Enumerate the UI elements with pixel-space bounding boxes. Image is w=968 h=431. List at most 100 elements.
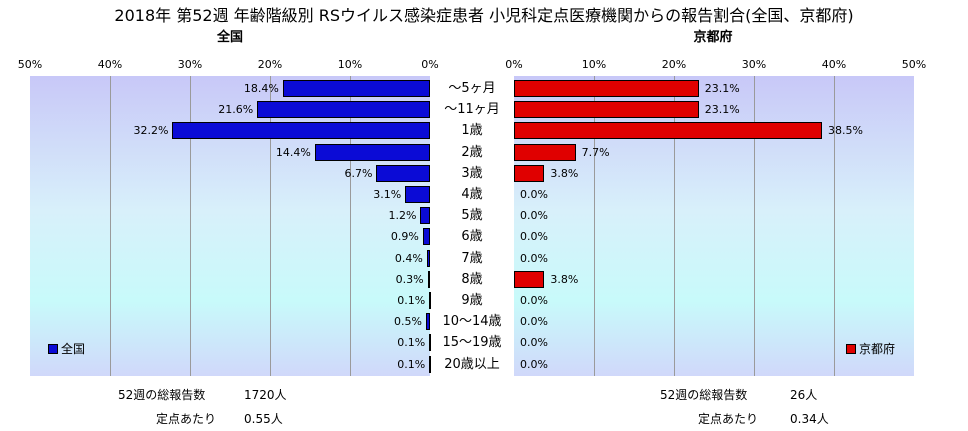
national-bar — [428, 292, 431, 309]
national-legend: 全国 — [48, 340, 85, 357]
national-value-label: 0.1% — [397, 294, 426, 307]
national-gridline — [350, 76, 351, 376]
national-plot-area: 18.4% 21.6% 32.2% 14.4% 6.7% 3.1% 1.2% 0.9% 0.4%… — [30, 76, 431, 376]
national-value-label: 14.4% — [275, 145, 311, 159]
national-value-label: 6.7% — [344, 166, 373, 180]
kyoto-legend-swatch — [846, 343, 856, 354]
national-bar — [428, 334, 431, 352]
kyoto-gridline — [594, 76, 595, 376]
national-bar — [257, 101, 430, 119]
age-category-label: 5歳 — [461, 208, 483, 224]
national-value-label: 18.4% — [243, 82, 279, 95]
national-value-label: 0.5% — [394, 315, 422, 329]
national-gridline — [110, 76, 111, 376]
kyoto-value-label: 23.1% — [704, 82, 740, 95]
national-bar — [426, 313, 430, 331]
age-category-label: 9歳 — [461, 293, 483, 308]
kyoto-x-tick: 10% — [581, 58, 607, 71]
national-x-tick: 0% — [421, 58, 439, 71]
kyoto-x-tick: 50% — [901, 58, 927, 71]
kyoto-total-value: 26人 — [790, 388, 818, 402]
age-category-label: 4歳 — [461, 187, 483, 202]
kyoto-value-label: 0.0% — [520, 336, 548, 350]
national-x-tick: 50% — [17, 58, 43, 71]
national-bar — [282, 80, 430, 97]
national-bar — [420, 207, 430, 225]
national-bar — [405, 186, 430, 203]
national-panel-title: 全国 — [216, 30, 243, 45]
national-bar — [427, 270, 430, 288]
kyoto-panel-title: 京都府 — [693, 30, 733, 45]
age-category-label: 7歳 — [461, 250, 483, 266]
age-category-label: 1歳 — [461, 123, 483, 139]
national-value-label: 0.4% — [394, 251, 423, 265]
kyoto-x-tick: 40% — [821, 58, 847, 71]
national-value-label: 0.1% — [397, 336, 426, 350]
age-category-label: 15～19歳 — [442, 335, 502, 351]
kyoto-value-label: 0.0% — [520, 209, 548, 223]
age-category-label: 3歳 — [461, 165, 483, 181]
kyoto-per-site-value: 0.34人 — [790, 412, 829, 426]
national-value-label: 32.2% — [133, 124, 169, 138]
national-value-label: 1.2% — [388, 209, 417, 223]
national-total-label: 52週の総報告数 — [118, 388, 206, 402]
kyoto-gridline — [674, 76, 675, 376]
national-gridline — [270, 76, 271, 376]
age-category-label: ～5ヶ月 — [448, 81, 496, 96]
national-value-label: 0.3% — [395, 272, 424, 286]
kyoto-legend-label: 京都府 — [859, 342, 896, 356]
kyoto-value-label: 0.0% — [520, 251, 548, 265]
national-gridline — [190, 76, 191, 376]
kyoto-value-label: 0.0% — [520, 188, 548, 201]
kyoto-x-tick: 30% — [741, 58, 767, 71]
kyoto-x-tick: 0% — [505, 58, 523, 71]
national-x-tick: 20% — [257, 58, 283, 71]
national-bar — [422, 228, 430, 246]
kyoto-bar — [514, 164, 545, 182]
national-value-label: 3.1% — [373, 188, 402, 201]
kyoto-value-label: 0.0% — [520, 357, 548, 371]
national-x-tick: 30% — [177, 58, 203, 71]
kyoto-value-label: 23.1% — [704, 103, 740, 117]
national-legend-label: 全国 — [61, 342, 86, 356]
kyoto-bar — [514, 122, 822, 140]
national-bar — [426, 249, 430, 267]
national-bar — [428, 355, 431, 373]
kyoto-bar — [514, 101, 699, 119]
kyoto-bar — [514, 143, 576, 161]
kyoto-value-label: 3.8% — [550, 166, 579, 180]
kyoto-value-label: 3.8% — [550, 272, 579, 286]
kyoto-plot-area: 23.1% 23.1% 38.5% 7.7% 3.8% 0.0% 0.0% 0.0% 0.0% 3… — [514, 76, 914, 376]
kyoto-bar — [514, 270, 545, 288]
age-category-label: 8歳 — [461, 271, 483, 287]
national-total-value: 1720人 — [244, 388, 287, 402]
kyoto-per-site-label: 定点あたり — [698, 412, 759, 426]
kyoto-value-label: 0.0% — [520, 294, 548, 307]
kyoto-total-label: 52週の総報告数 — [660, 388, 748, 402]
kyoto-value-label: 7.7% — [581, 145, 610, 159]
national-x-tick: 40% — [97, 58, 123, 71]
national-bar — [172, 122, 430, 140]
chart-title: 2018年 第52週 年齢階級別 RSウイルス感染症患者 小児科定点医療機関から… — [114, 6, 854, 25]
age-category-label: ～11ヶ月 — [444, 102, 500, 118]
national-value-label: 0.1% — [397, 357, 426, 371]
kyoto-legend: 京都府 — [846, 340, 895, 357]
age-category-label: 20歳以上 — [444, 356, 500, 372]
kyoto-value-label: 0.0% — [520, 315, 548, 329]
age-category-label: 10～14歳 — [442, 314, 502, 330]
national-bar — [376, 164, 430, 182]
national-per-site-label: 定点あたり — [156, 412, 217, 426]
national-legend-swatch — [48, 343, 58, 354]
national-x-tick: 10% — [337, 58, 363, 71]
age-category-label: 6歳 — [461, 229, 483, 245]
national-per-site-value: 0.55人 — [244, 412, 283, 426]
kyoto-gridline — [834, 76, 835, 376]
kyoto-x-tick: 20% — [661, 58, 687, 71]
kyoto-bar — [514, 80, 699, 97]
kyoto-value-label: 0.0% — [520, 230, 548, 244]
national-bar — [314, 143, 430, 161]
national-value-label: 0.9% — [390, 230, 419, 244]
kyoto-gridline — [754, 76, 755, 376]
age-category-label: 2歳 — [461, 144, 483, 160]
kyoto-value-label: 38.5% — [828, 124, 863, 138]
